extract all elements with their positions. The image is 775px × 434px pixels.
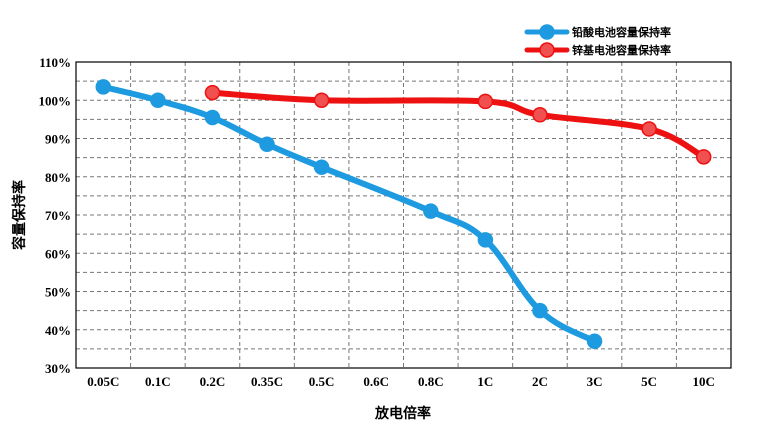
x-tick-label: 2C	[532, 374, 548, 389]
x-tick-labels: 0.05C 0.1C 0.2C 0.35C 0.5C 0.6C 0.8C 1C 2C 3C 5C 10…	[87, 374, 715, 389]
grid-layer	[76, 62, 731, 368]
x-tick-label: 5C	[641, 374, 657, 389]
y-tick-label: 80%	[45, 170, 71, 185]
data-point	[204, 84, 221, 101]
plot-frame	[75, 61, 732, 369]
y-tick-label: 110%	[39, 55, 71, 70]
x-tick-label: 0.5C	[309, 374, 335, 389]
y-tick-label: 70%	[45, 208, 71, 223]
data-point	[259, 136, 275, 152]
data-point	[532, 107, 548, 123]
data-point	[477, 232, 494, 248]
data-point	[695, 149, 712, 165]
legend-label: 铅酸电池容量保持率	[572, 25, 671, 39]
x-tick-label: 0.35C	[251, 374, 283, 389]
legend-label: 锌基电池容量保持率	[572, 43, 671, 57]
series-1	[95, 79, 603, 349]
legend-item: 铅酸电池容量保持率	[524, 24, 671, 40]
series-line	[100, 83, 598, 345]
y-tick-label: 50%	[45, 285, 71, 300]
y-tick-labels: 30% 40% 50% 60% 70% 80% 90% 100% 110%	[39, 55, 72, 376]
y-tick-label: 40%	[45, 323, 71, 338]
y-axis-title: 容量保持率	[11, 180, 28, 251]
x-tick-label: 0.1C	[145, 374, 171, 389]
x-tick-label: 3C	[587, 374, 603, 389]
data-point	[423, 203, 439, 219]
y-tick-label: 100%	[39, 93, 72, 108]
x-tick-label: 0.05C	[87, 374, 119, 389]
data-point	[313, 92, 330, 108]
legend-marker	[539, 42, 555, 58]
series-layer	[95, 79, 712, 349]
x-tick-label: 0.2C	[200, 374, 226, 389]
data-point	[641, 121, 657, 137]
y-tick-label: 30%	[45, 361, 71, 376]
data-point	[586, 333, 603, 349]
y-tick-label: 90%	[45, 132, 71, 147]
x-tick-label: 0.6C	[363, 374, 389, 389]
y-tick-label: 60%	[45, 246, 71, 261]
data-point	[477, 93, 494, 110]
series-2	[204, 84, 712, 165]
x-tick-label: 10C	[693, 374, 715, 389]
data-point	[150, 92, 166, 108]
x-tick-label: 0.8C	[418, 374, 444, 389]
x-axis-title: 放电倍率	[374, 405, 431, 422]
legend-marker	[539, 24, 555, 40]
data-point	[532, 302, 548, 319]
legend-item: 锌基电池容量保持率	[524, 42, 671, 58]
data-point	[95, 79, 112, 95]
data-point	[204, 109, 221, 126]
x-tick-label: 1C	[477, 374, 493, 389]
data-point	[313, 159, 330, 175]
